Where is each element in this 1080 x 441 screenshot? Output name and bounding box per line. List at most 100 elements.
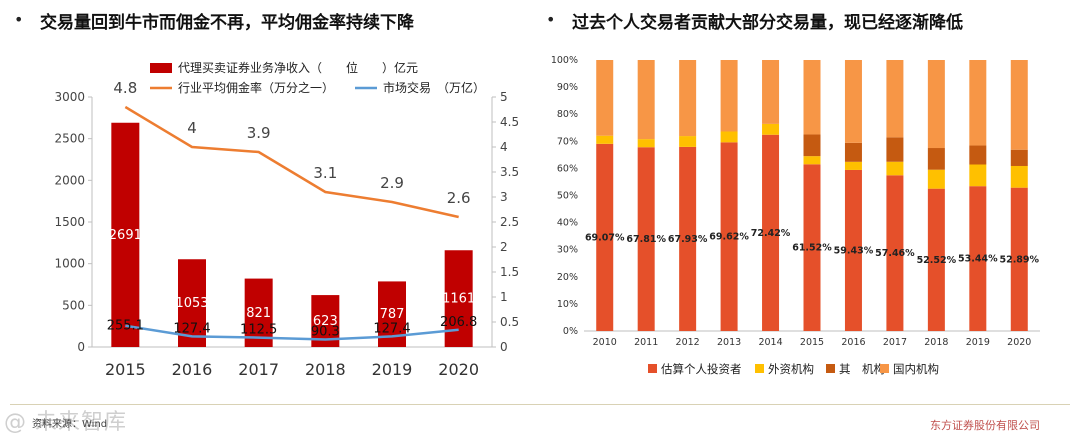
volume-label: 90.3 <box>311 324 340 339</box>
stacked-segment <box>720 60 738 132</box>
stacked-segment <box>927 188 945 331</box>
x-tick-label: 2010 <box>593 337 617 348</box>
right-tick-label: 3.5 <box>500 165 519 179</box>
right-stacked-chart: 0% 10% 20% 30% 40% 50% 60% 70% 80% 90% 100% 69.07% 2… <box>551 55 1040 376</box>
individual-share-label: 67.93% <box>668 234 708 245</box>
stacked-segment <box>969 145 987 165</box>
stacked-segment <box>762 134 780 331</box>
right-tick-label: 4.5 <box>500 115 519 129</box>
revenue-bar <box>111 122 140 347</box>
commission-label: 3.1 <box>313 164 337 182</box>
left-tick-label: 0 <box>77 340 85 354</box>
legend-orange-label: 行业平均佣金率（万分之一） <box>178 80 334 95</box>
right-tick-label: 2.5 <box>500 215 519 229</box>
left-tick-label: 500 <box>62 298 85 312</box>
stacked-segment <box>844 161 862 170</box>
stacked-segment <box>596 135 614 144</box>
x-tick-label: 2019 <box>372 360 413 379</box>
stacked-segment <box>844 169 862 331</box>
individual-share-label: 53.44% <box>958 254 998 265</box>
commission-label: 2.6 <box>447 189 471 207</box>
bar-value-label: 821 <box>246 306 271 321</box>
stacked-segment <box>886 137 904 162</box>
stacked-segment <box>596 143 614 331</box>
x-tick-label: 2016 <box>841 337 865 348</box>
right-tick-label: 1 <box>500 290 508 304</box>
stacked-segment <box>1010 60 1028 150</box>
stacked-segment <box>844 142 862 162</box>
right-tick-label: 3 <box>500 190 508 204</box>
x-tick-label: 2012 <box>676 337 700 348</box>
legend-bar-swatch <box>150 63 172 73</box>
stacked-segment <box>803 156 821 165</box>
individual-share-label: 52.89% <box>999 254 1039 265</box>
stacked-segment <box>886 161 904 176</box>
x-tick-label: 2016 <box>172 360 213 379</box>
legend-label: 外资机构 <box>768 362 814 376</box>
stacked-segment <box>1010 149 1028 166</box>
stacked-segment <box>803 164 821 331</box>
right-tick-label: 1.5 <box>500 265 519 279</box>
x-tick-label: 2020 <box>1007 337 1031 348</box>
commission-label: 4 <box>187 119 197 137</box>
legend-swatch <box>826 364 835 373</box>
stacked-segment <box>1010 165 1028 188</box>
left-tick-label: 2000 <box>54 173 85 187</box>
stacked-segment <box>762 60 780 124</box>
company-name: 东方证券股份有限公司 <box>930 419 1040 432</box>
volume-label: 206.8 <box>440 315 477 330</box>
y-tick-label: 70% <box>557 136 578 147</box>
stacked-segment <box>679 136 697 147</box>
x-tick-label: 2017 <box>238 360 279 379</box>
y-tick-label: 80% <box>557 109 578 120</box>
stacked-segment <box>927 169 945 189</box>
legend-swatch <box>880 364 889 373</box>
legend-bar-label: 代理买卖证券业务净收入（ 位 ）亿元 <box>178 60 418 75</box>
bar-value-label: 787 <box>380 307 405 322</box>
left-combo-chart: 0 500 1000 1500 2000 2500 3000 0 0.5 1 1.5 2 2.5 3 3.5… <box>54 60 519 379</box>
right-title: 过去个人交易者贡献大部分交易量，现已经逐渐降低 <box>572 13 963 33</box>
footer-divider <box>10 404 1070 405</box>
commission-label: 3.9 <box>247 124 271 142</box>
stacked-segment <box>679 146 697 331</box>
right-tick-label: 0.5 <box>500 315 519 329</box>
y-tick-label: 90% <box>557 82 578 93</box>
legend-label: 国内机构 <box>893 362 939 376</box>
y-tick-label: 30% <box>557 245 578 256</box>
volume-label: 127.4 <box>173 321 210 336</box>
individual-share-label: 57.46% <box>875 248 915 259</box>
x-tick-label: 2014 <box>758 337 782 348</box>
left-tick-label: 2500 <box>54 132 85 146</box>
legend-label: 其 机构 <box>839 362 885 376</box>
individual-share-label: 69.62% <box>709 232 749 243</box>
legend-blue-label: 市场交易 （万亿） <box>383 80 485 95</box>
stacked-segment <box>927 148 945 170</box>
x-tick-label: 2015 <box>105 360 146 379</box>
y-tick-label: 40% <box>557 218 578 229</box>
bar-value-label: 2691 <box>109 228 142 243</box>
x-tick-label: 2018 <box>305 360 346 379</box>
left-tick-label: 1000 <box>54 257 85 271</box>
left-title: 交易量回到牛市而佣金不再，平均佣金率持续下降 <box>40 13 414 33</box>
stacked-segment <box>679 60 697 137</box>
y-tick-label: 50% <box>557 191 578 202</box>
stacked-segment <box>762 123 780 135</box>
revenue-bar <box>178 259 206 347</box>
right-bullet: • <box>546 10 556 29</box>
stacked-segment <box>720 131 738 143</box>
commission-label: 2.9 <box>380 174 404 192</box>
x-tick-label: 2015 <box>800 337 824 348</box>
y-tick-label: 100% <box>551 55 578 66</box>
individual-share-label: 69.07% <box>585 232 625 243</box>
x-tick-label: 2011 <box>634 337 658 348</box>
stacked-segment <box>886 175 904 331</box>
legend-swatch <box>755 364 764 373</box>
stacked-segment <box>844 60 862 143</box>
volume-label: 255.1 <box>107 319 144 334</box>
stacked-segment <box>969 164 987 187</box>
y-tick-label: 0% <box>563 326 578 337</box>
stacked-segment <box>803 134 821 157</box>
individual-share-label: 59.43% <box>834 245 874 256</box>
legend-label: 估算个人投资者 <box>661 362 742 376</box>
stacked-segment <box>803 60 821 135</box>
